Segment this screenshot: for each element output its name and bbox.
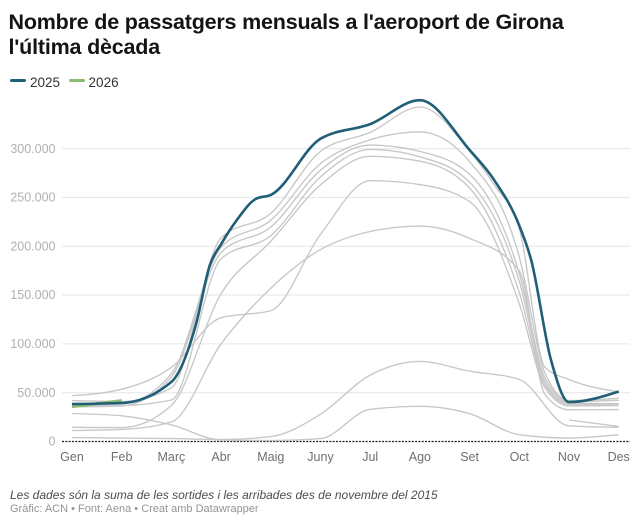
svg-text:Gen: Gen	[60, 450, 84, 464]
svg-text:0: 0	[49, 435, 56, 449]
svg-text:Ago: Ago	[409, 450, 431, 464]
svg-text:Maig: Maig	[257, 450, 284, 464]
svg-text:Feb: Feb	[111, 450, 133, 464]
svg-text:300.000: 300.000	[10, 142, 55, 156]
svg-text:150.000: 150.000	[10, 288, 55, 302]
svg-text:Abr: Abr	[211, 450, 230, 464]
svg-text:200.000: 200.000	[10, 239, 55, 253]
svg-text:50.000: 50.000	[17, 386, 55, 400]
svg-text:Des: Des	[608, 450, 630, 464]
svg-text:100.000: 100.000	[10, 337, 55, 351]
svg-text:250.000: 250.000	[10, 191, 55, 205]
svg-text:Jul: Jul	[362, 450, 378, 464]
svg-text:Nov: Nov	[558, 450, 581, 464]
svg-text:Juny: Juny	[307, 450, 334, 464]
svg-text:Març: Març	[158, 450, 186, 464]
svg-text:Set: Set	[460, 450, 479, 464]
svg-text:Oct: Oct	[510, 450, 530, 464]
